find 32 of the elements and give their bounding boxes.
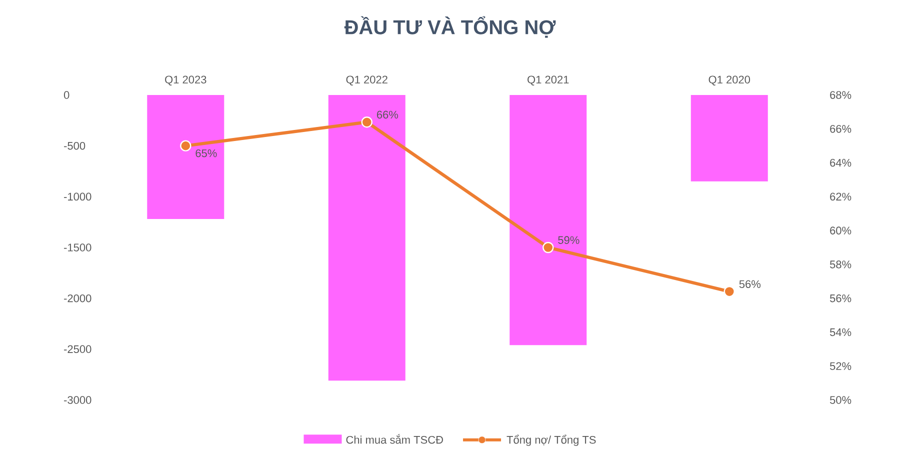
y-tick-label: -500 <box>64 142 86 150</box>
data-label: 59% <box>558 236 580 244</box>
x-tick-label: Q1 2021 <box>528 76 569 86</box>
point <box>361 116 372 128</box>
chart-title: ĐẦU TƯ VÀ TỔNG NỢ <box>344 16 556 38</box>
point <box>180 140 192 152</box>
y-tick-label: -1500 <box>64 244 92 252</box>
legend-label: Tổng nợ/ Tổng TS <box>506 434 596 446</box>
point <box>542 242 554 254</box>
y2-tick-label: 54% <box>830 328 852 336</box>
y-tick-label: -2000 <box>64 294 92 302</box>
x-tick-label: Q1 2023 <box>165 76 206 86</box>
y2-tick-label: 52% <box>830 362 852 370</box>
data-label: 65% <box>196 149 217 158</box>
y-tick-label: -2500 <box>64 345 92 354</box>
y2-tick-label: 68% <box>830 91 852 99</box>
y2-tick-label: 58% <box>830 260 852 268</box>
y2-tick-label: 62% <box>830 192 852 201</box>
y2-tick-label: 50% <box>830 396 852 404</box>
y-tick-label: 0 <box>64 91 70 99</box>
x-tick-label: Q1 2022 <box>346 76 388 86</box>
data-label: 56% <box>739 280 761 288</box>
y2-tick-label: 56% <box>830 294 852 302</box>
legend-label: Chi mua sắm TSCĐ <box>346 434 443 444</box>
point <box>724 286 735 298</box>
x-tick-label: Q1 2020 <box>708 76 750 86</box>
y2-tick-label: 66% <box>830 124 852 133</box>
y2-tick-label: 60% <box>830 226 852 234</box>
y-tick-label: -1000 <box>64 192 92 201</box>
y2-tick-label: 64% <box>830 158 852 167</box>
y-tick-label: -3000 <box>64 396 92 404</box>
data-label: 66% <box>376 110 398 119</box>
